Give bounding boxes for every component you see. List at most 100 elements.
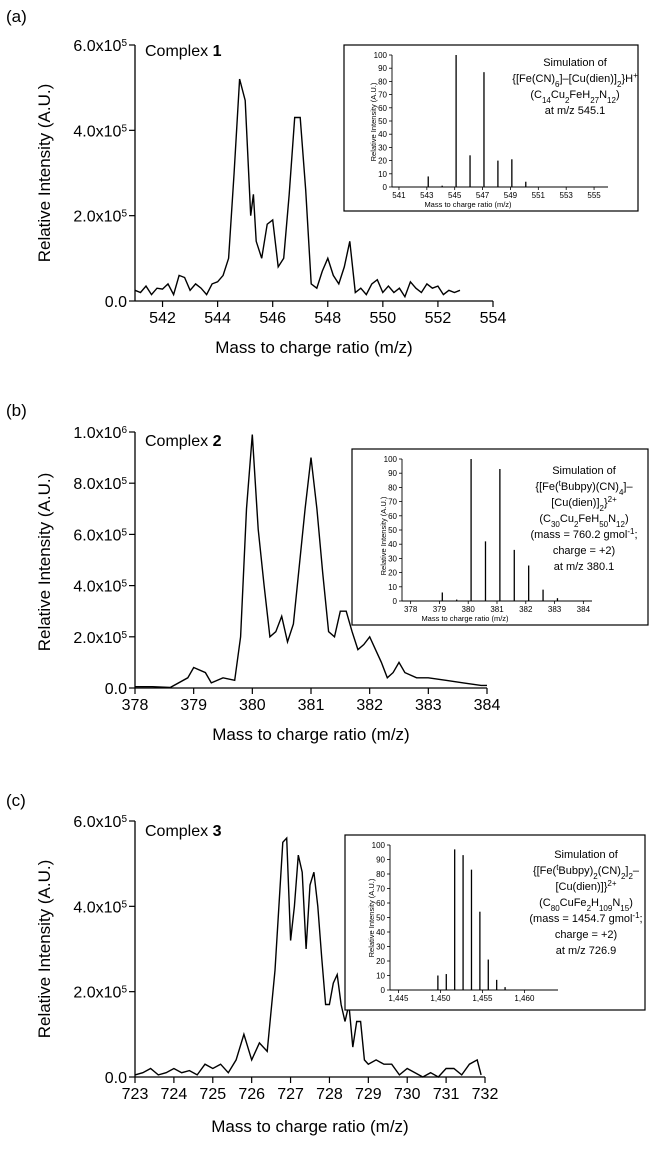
inset-y-tick-label: 50	[388, 526, 397, 535]
inset-y-ticks: 0 10 20 30 40 50 60 70 80 90 100	[372, 841, 390, 995]
compound-label: Complex 3	[145, 823, 222, 840]
inset-y-tick-label: 60	[388, 512, 397, 521]
inset-y-tick-label: 100	[374, 51, 388, 60]
x-tick-label: 730	[394, 1086, 421, 1103]
inset-y-tick-label: 80	[378, 77, 387, 86]
spectrum-line	[134, 78, 461, 299]
inset-x-ticks: 378 379 380 381 382 383 384	[404, 601, 591, 614]
inset-annotation: Simulation of {[Fe(tBubpy)(CN)4]– [Cu(di…	[530, 465, 637, 573]
x-tick-label: 723	[122, 1086, 149, 1103]
inset-peaks	[437, 849, 506, 990]
inset-y-tick-label: 90	[376, 856, 385, 865]
x-tick-label: 381	[298, 697, 325, 714]
x-tick-label: 550	[369, 310, 396, 327]
compound-label: Complex 2	[145, 433, 222, 450]
inset-peaks	[441, 459, 559, 601]
annotation-line: Simulation of	[552, 465, 617, 477]
inset-x-tick-label: 383	[548, 605, 562, 614]
inset-x-tick-label: 547	[476, 191, 490, 200]
x-tick-label: 731	[433, 1086, 460, 1103]
x-tick-label: 382	[356, 697, 383, 714]
annotation-mass: (mass = 760.2 gmol-1;	[530, 527, 637, 542]
panel-c-svg: (c) Complex 3 723 724 725 726 727 728 729 730 73…	[6, 791, 646, 1137]
main-chart: 723 724 725 726 727 728 729 730 731 732 0.0 2.0x10…	[35, 814, 498, 1137]
inset-y-tick-label: 80	[388, 483, 397, 492]
inset-x-tick-label: 541	[392, 191, 406, 200]
inset-y-tick-label: 10	[378, 170, 387, 179]
x-ticks: 378 379 380 381 382 383 384	[122, 688, 501, 714]
x-tick-label: 544	[204, 310, 231, 327]
inset-y-tick-label: 20	[376, 957, 385, 966]
y-axis-label: Relative Intensity (A.U.)	[35, 473, 54, 652]
y-tick-label: 4.0x105	[73, 578, 127, 596]
x-tick-label: 725	[199, 1086, 226, 1103]
inset-y-tick-label: 50	[376, 914, 385, 923]
y-tick-label: 2.0x105	[73, 208, 127, 226]
inset-x-tick-label: 551	[532, 191, 546, 200]
x-tick-label: 384	[474, 697, 501, 714]
x-ticks: 542 544 546 548 550 552 554	[149, 301, 506, 327]
y-tick-label: 6.0x105	[73, 527, 127, 545]
x-tick-label: 378	[122, 697, 149, 714]
inset-y-tick-label: 30	[376, 943, 385, 952]
annotation-line: charge = +2)	[555, 929, 617, 941]
inset-y-ticks: 0 10 20 30 40 50 60 70 80 90 100	[384, 455, 402, 606]
inset-x-tick-label: 1,455	[472, 994, 493, 1003]
annotation-line: at m/z 545.1	[545, 105, 606, 117]
spectrum-line	[134, 836, 482, 1078]
annotation-formula: {[Fe(tBubpy)(CN)4]–	[535, 479, 633, 497]
annotation-formula: [Cu(dien)]}2+	[555, 879, 616, 894]
y-tick-label: 2.0x105	[73, 629, 127, 647]
panel-label: (c)	[6, 791, 26, 810]
x-tick-label: 542	[149, 310, 176, 327]
x-axis-label: Mass to charge ratio (m/z)	[215, 338, 412, 357]
inset-chart: 541 543 545 547 549 551 553 555 0 10 20 30 40 50 60 70…	[343, 44, 639, 212]
x-tick-label: 383	[415, 697, 442, 714]
inset-peaks	[427, 55, 527, 187]
y-tick-label: 0.0	[105, 681, 127, 698]
inset-x-tick-label: 381	[490, 605, 504, 614]
panel-label: (a)	[6, 7, 27, 26]
inset-x-label: Mass to charge ratio (m/z)	[421, 614, 509, 623]
y-tick-label: 6.0x105	[73, 38, 127, 56]
inset-y-tick-label: 0	[383, 183, 388, 192]
inset-y-tick-label: 40	[378, 130, 387, 139]
x-ticks: 723 724 725 726 727 728 729 730 731 732	[122, 1077, 499, 1103]
x-tick-label: 732	[472, 1086, 499, 1103]
inset-y-tick-label: 70	[388, 498, 397, 507]
inset-x-label: Mass to charge ratio (m/z)	[424, 200, 512, 209]
inset-y-label: Relative Intensity (A.U.)	[369, 82, 378, 161]
inset-y-tick-label: 90	[378, 64, 387, 73]
annotation-line: Simulation of	[554, 849, 619, 861]
inset-y-label: Relative Intensity (A.U.)	[379, 496, 388, 575]
y-tick-label: 1.0x106	[73, 425, 127, 443]
inset-y-tick-label: 40	[388, 540, 397, 549]
inset-y-tick-label: 10	[388, 583, 397, 592]
inset-x-tick-label: 382	[519, 605, 533, 614]
inset-x-tick-label: 379	[433, 605, 447, 614]
inset-y-label: Relative Intensity (A.U.)	[367, 878, 376, 957]
y-tick-label: 4.0x105	[73, 123, 127, 141]
inset-x-tick-label: 378	[404, 605, 418, 614]
main-chart: 378 379 380 381 382 383 384 0.0 2.0x105 4.0x105 6…	[35, 425, 500, 745]
inset-y-tick-label: 20	[378, 157, 387, 166]
x-tick-label: 724	[161, 1086, 188, 1103]
y-ticks: 0.0 2.0x105 4.0x105 6.0x105	[73, 38, 135, 311]
x-axis-label: Mass to charge ratio (m/z)	[211, 1117, 408, 1136]
inset-y-tick-label: 80	[376, 870, 385, 879]
y-tick-label: 6.0x105	[73, 814, 127, 832]
inset-frame	[343, 44, 639, 212]
y-tick-label: 8.0x105	[73, 476, 127, 494]
inset-y-tick-label: 90	[388, 469, 397, 478]
annotation-line: at m/z 726.9	[556, 945, 617, 957]
inset-x-ticks: 1,445 1,450 1,455 1,460	[388, 990, 535, 1003]
x-tick-label: 380	[239, 697, 266, 714]
main-chart: 542 544 546 548 550 552 554 0.0 2.0x105 4.0x105 6…	[35, 38, 506, 358]
panel-a-svg: (a) Complex 1 542 544 546 548 550 552 554 0.0 2…	[6, 7, 639, 358]
inset-x-tick-label: 555	[587, 191, 601, 200]
y-ticks: 0.0 2.0x105 4.0x105 6.0x105 8.0x105 1.0x106	[73, 425, 135, 698]
inset-x-tick-label: 553	[560, 191, 574, 200]
inset-x-tick-label: 384	[577, 605, 591, 614]
inset-frame	[344, 834, 646, 1011]
y-tick-label: 2.0x105	[73, 984, 127, 1002]
